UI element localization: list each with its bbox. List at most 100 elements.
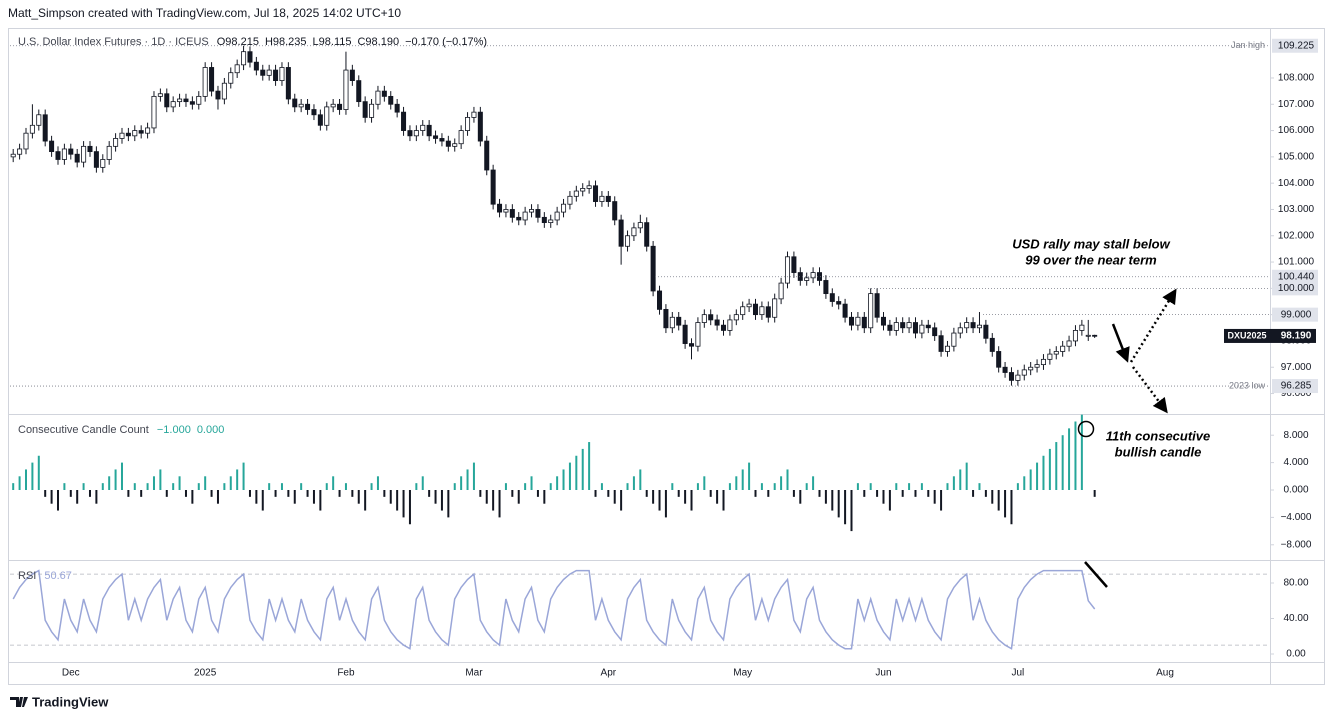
- candle-body: [612, 201, 618, 221]
- candle-body: [497, 203, 503, 213]
- trend-line: [1084, 561, 1108, 588]
- candle-body: [1079, 324, 1085, 331]
- count-bar: [146, 483, 149, 490]
- annotation: 11th consecutive: [1106, 428, 1211, 443]
- count-bar: [844, 490, 847, 525]
- count-bar: [1004, 490, 1007, 518]
- last-price-symbol: DXU2025: [1227, 330, 1266, 340]
- candle-body: [682, 324, 688, 344]
- candle-body: [1072, 330, 1078, 342]
- count-bar: [396, 490, 399, 511]
- count-bar: [389, 490, 392, 504]
- count-bar: [652, 490, 655, 504]
- candle-body: [49, 140, 55, 153]
- candle-body: [580, 188, 586, 192]
- count-bar: [37, 455, 40, 490]
- candle-body: [125, 132, 131, 137]
- candle-body: [804, 277, 810, 281]
- arrow: [1111, 323, 1130, 363]
- count-bar: [44, 490, 47, 497]
- candle-body: [369, 103, 375, 118]
- status-value: 50.67: [44, 570, 72, 582]
- candle-body: [23, 132, 29, 150]
- candle-body: [765, 306, 771, 318]
- arrow: [1132, 366, 1168, 414]
- y-tick-label: 8.000: [1283, 430, 1308, 441]
- count-bar: [133, 483, 136, 490]
- count-bar: [1061, 435, 1064, 490]
- count-bar: [274, 490, 277, 497]
- candle-body: [36, 114, 42, 126]
- y-tick-label: 96.000: [1281, 388, 1312, 399]
- candle-body: [151, 95, 157, 129]
- candle-body: [164, 93, 170, 108]
- count-bar: [568, 462, 571, 490]
- count-bar: [837, 490, 840, 518]
- candle-body: [912, 322, 918, 334]
- status-value: C98.190: [357, 36, 399, 48]
- candle-body: [1092, 334, 1098, 337]
- candle-body: [970, 322, 976, 329]
- y-tick-label: 0.00: [1286, 649, 1306, 660]
- count-bar: [479, 490, 482, 497]
- candle-body: [1002, 366, 1008, 373]
- count-bar: [114, 469, 117, 490]
- count-bar: [556, 476, 559, 490]
- count-bar: [613, 490, 616, 504]
- count-bar: [440, 490, 443, 511]
- count-bar: [530, 476, 533, 490]
- level-price: 96.285: [1281, 381, 1312, 392]
- candle-body: [791, 256, 797, 273]
- candle-body: [311, 109, 317, 116]
- candle-body: [541, 216, 547, 224]
- level-price: 99.000: [1281, 309, 1312, 320]
- candle-body: [10, 153, 16, 158]
- count-bar: [63, 483, 66, 490]
- count-bar: [920, 483, 923, 490]
- level-price: 109.225: [1278, 40, 1315, 51]
- candle-body: [87, 145, 93, 153]
- status-value: −1.000: [157, 424, 191, 436]
- candle-body: [407, 130, 413, 137]
- count-bar: [741, 469, 744, 490]
- candle-body: [772, 298, 778, 318]
- status-value: L98.115: [313, 36, 352, 48]
- level-note: 2023 low: [1229, 380, 1266, 390]
- candle-body: [292, 98, 298, 108]
- count-bar: [722, 490, 725, 511]
- count-bar: [453, 483, 456, 490]
- candle-body: [221, 82, 227, 100]
- candle-body: [29, 124, 35, 134]
- count-bar: [69, 490, 72, 497]
- count-bar: [965, 462, 968, 490]
- count-bar: [984, 490, 987, 497]
- candle-body: [426, 124, 432, 137]
- candle-body: [733, 314, 739, 321]
- count-bar: [581, 448, 584, 490]
- y-tick-label: 40.00: [1283, 613, 1308, 624]
- candle-body: [644, 222, 650, 247]
- candle-body: [1015, 374, 1021, 381]
- candle-body: [752, 303, 759, 316]
- count-bar: [447, 490, 450, 518]
- candle-body: [433, 135, 439, 139]
- candle-body: [823, 280, 829, 295]
- rsi-line: [12, 569, 1096, 650]
- candle-body: [906, 322, 912, 329]
- candle-body: [42, 114, 48, 142]
- count-bar: [223, 483, 226, 490]
- count-bar: [1036, 462, 1039, 490]
- pane-title: U.S. Dollar Index Futures · 1D · ICEUS: [18, 36, 209, 48]
- candle-body: [189, 101, 195, 105]
- candle-body: [490, 169, 496, 205]
- count-bar: [485, 490, 488, 504]
- x-tick-label: Feb: [337, 668, 355, 679]
- count-bar: [204, 476, 207, 490]
- count-bar: [191, 490, 194, 504]
- candle-body: [964, 322, 970, 329]
- candle-body: [1021, 369, 1027, 376]
- candle-body: [900, 322, 906, 329]
- count-bar: [575, 455, 578, 490]
- count-bar: [1055, 442, 1058, 490]
- candle-body: [465, 117, 471, 131]
